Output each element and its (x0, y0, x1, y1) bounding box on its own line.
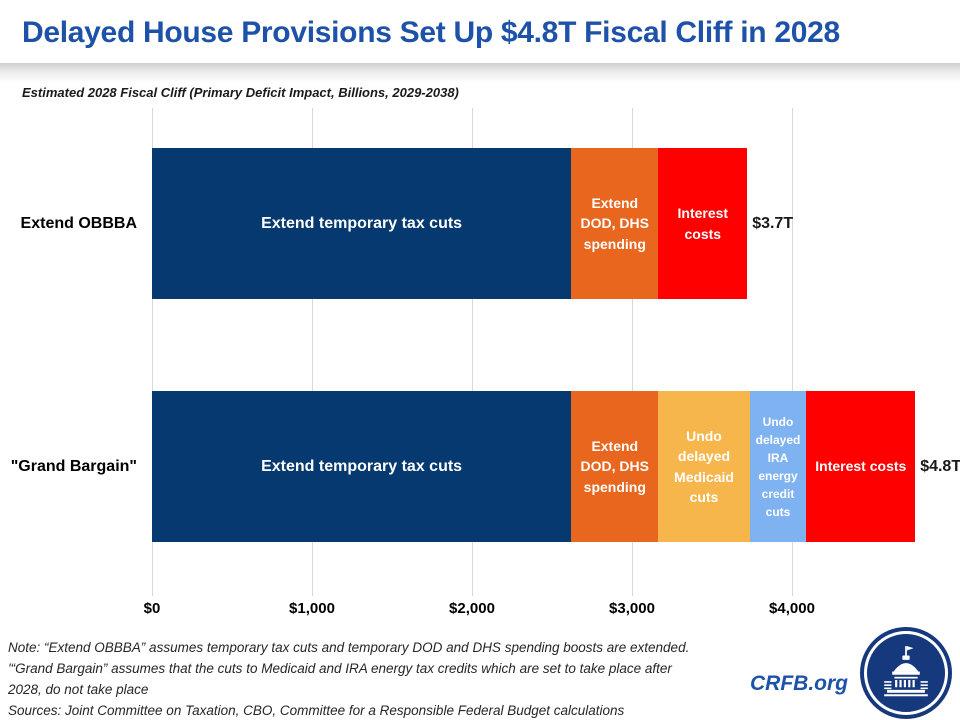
crfb-org-label: CRFB.org (750, 672, 848, 695)
title-divider (0, 63, 960, 81)
capitol-icon (884, 646, 928, 697)
gridline (472, 108, 473, 596)
footnote-line: 2028, do not take place (8, 682, 149, 697)
x-tick-label: $0 (143, 600, 161, 617)
gridline (152, 108, 153, 596)
bar-segment: Extend DOD, DHS spending (571, 391, 659, 542)
segment-label: Undo delayed IRA energy credit cuts (755, 414, 801, 519)
category-label: Extend OBBBA (20, 214, 137, 232)
bar-total-label: $3.7T (752, 214, 794, 232)
bar-total-label: $4.8T (920, 457, 960, 475)
x-tick-label: $2,000 (449, 600, 495, 617)
crfb-logo-ring (864, 631, 948, 715)
bar-segment: Interest costs (806, 391, 916, 542)
gridline (632, 108, 633, 596)
gridline (312, 108, 313, 596)
chart-title: Delayed House Provisions Set Up $4.8T Fi… (22, 16, 840, 49)
bar-segment: Undo delayed IRA energy credit cuts (749, 391, 807, 542)
segment-label: Extend temporary tax cuts (261, 214, 463, 232)
segment-label: Extend DOD, DHS spending (580, 438, 649, 495)
footnote-line: '“Grand Bargain” assumes that the cuts t… (8, 661, 672, 676)
x-tick-label: $1,000 (289, 600, 335, 617)
x-tick-label: $4,000 (769, 600, 815, 617)
footnote-line: Sources: Joint Committee on Taxation, CB… (8, 703, 625, 718)
bar-segment: Extend temporary tax cuts (152, 391, 572, 542)
segment-label: Undo delayed Medicaid cuts (674, 427, 734, 505)
bar-segment: Extend DOD, DHS spending (571, 148, 659, 299)
x-tick-label: $3,000 (609, 600, 655, 617)
bar-segment: Interest costs (658, 148, 748, 299)
segment-label: Interest costs (815, 458, 907, 475)
segment-label: Interest costs (677, 205, 729, 242)
bar-segment: Undo delayed Medicaid cuts (658, 391, 750, 542)
bar-segment: Extend temporary tax cuts (152, 148, 572, 299)
footnotes: Note: “Extend OBBBA” assumes temporary t… (8, 637, 748, 720)
segment-label: Extend temporary tax cuts (261, 457, 463, 475)
gridline (792, 108, 793, 596)
chart-subtitle: Estimated 2028 Fiscal Cliff (Primary Def… (22, 85, 459, 100)
segment-label: Extend DOD, DHS spending (580, 195, 649, 252)
category-label: "Grand Bargain" (10, 457, 137, 475)
crfb-logo (860, 627, 952, 719)
footnote-line: Note: “Extend OBBBA” assumes temporary t… (8, 640, 690, 655)
